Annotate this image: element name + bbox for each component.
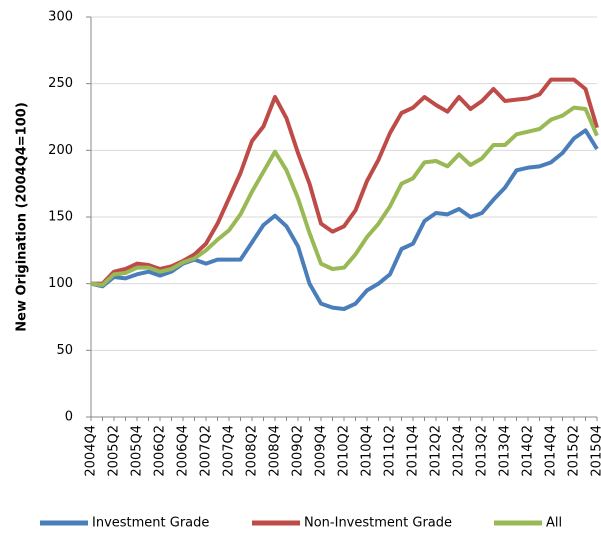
series-line [91,130,597,309]
x-tick-label: 2015Q2 [567,425,582,477]
x-tick-label: 2009Q2 [291,425,306,477]
x-tick-label: 2013Q2 [475,425,490,477]
series-line [91,80,597,284]
x-tick-label: 2009Q4 [314,425,329,477]
y-tick-label: 50 [56,343,73,358]
legend-label: Investment Grade [92,516,209,531]
x-tick-label: 2012Q4 [452,425,467,477]
legend-label: All [546,516,562,531]
x-tick-label: 2014Q2 [521,425,536,477]
y-tick-label: 100 [48,276,73,291]
x-tick-label: 2005Q4 [130,425,145,477]
x-tick-label: 2011Q2 [383,425,398,477]
x-tick-label: 2010Q4 [360,425,375,477]
x-tick-label: 2013Q4 [498,425,513,477]
x-tick-label: 2007Q2 [199,425,214,477]
y-tick-label: 150 [48,210,73,225]
x-tick-label: 2008Q4 [268,425,283,477]
x-tick-label: 2004Q4 [84,425,99,477]
x-tick-label: 2014Q4 [544,425,559,477]
legend-label: Non-Investment Grade [304,516,452,531]
x-tick-label: 2010Q2 [337,425,352,477]
x-tick-label: 2011Q4 [406,425,421,477]
x-tick-label: 2006Q4 [176,425,191,477]
y-tick-label: 250 [48,76,73,91]
y-axis-title: New Origination (2004Q4=100) [15,102,30,332]
x-tick-label: 2006Q2 [153,425,168,477]
y-tick-label: 0 [65,410,73,425]
series-line [91,108,597,285]
x-tick-label: 2015Q4 [590,425,601,477]
y-tick-label: 200 [48,143,73,158]
x-tick-label: 2007Q4 [222,425,237,477]
y-tick-label: 300 [48,10,73,25]
x-tick-label: 2008Q2 [245,425,260,477]
x-tick-label: 2005Q2 [107,425,122,477]
x-tick-label: 2012Q2 [429,425,444,477]
